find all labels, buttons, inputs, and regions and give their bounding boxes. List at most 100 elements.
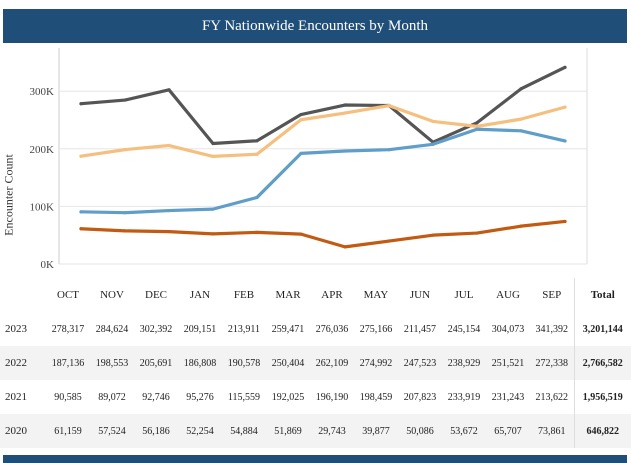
month-header-mar: MAR: [275, 289, 301, 301]
year-cell: 2022: [0, 346, 46, 380]
data-point-2020: [211, 232, 215, 236]
value-cell: 192,025: [271, 391, 305, 403]
value-cell: 245,154: [447, 323, 481, 335]
value-cell: 341,392: [535, 323, 569, 335]
year-cell: 2021: [5, 391, 27, 403]
value-cell: 262,109: [310, 346, 354, 380]
month-header-feb: FEB: [233, 289, 255, 301]
value-cell: 61,159: [46, 414, 90, 448]
year-cell: 2020: [0, 414, 46, 448]
value-cell: 89,072: [98, 391, 126, 403]
value-cell: 233,919: [447, 391, 481, 403]
chart-panel: 0K 100K 200K 300K Encounter Count: [0, 48, 631, 278]
value-cell: 251,521: [486, 346, 530, 380]
value-cell: 39,877: [354, 414, 398, 448]
data-point-2020: [167, 230, 171, 234]
value-cell: 213,622: [535, 391, 569, 403]
value-cell: 247,523: [398, 346, 442, 380]
y-axis-label: Encounter Count: [1, 130, 16, 260]
y-tick-label: 300K: [30, 86, 55, 98]
total-cell: 646,822: [573, 414, 631, 448]
data-point-2023: [167, 88, 171, 92]
value-cell: 278,317: [51, 323, 85, 335]
value-cell: 259,471: [271, 323, 305, 335]
data-point-2020: [343, 245, 347, 249]
value-cell: 53,672: [442, 414, 486, 448]
line-chart: 0K 100K 200K 300K: [30, 48, 588, 271]
data-point-2022: [255, 152, 259, 156]
data-point-2021: [431, 142, 435, 146]
data-point-2021: [343, 149, 347, 153]
data-point-2022: [431, 119, 435, 124]
data-point-2022: [563, 105, 567, 109]
series-line-2023: [79, 65, 567, 146]
value-cell: 196,190: [315, 391, 349, 403]
value-cell: 211,457: [403, 323, 437, 335]
data-point-2023: [79, 102, 83, 106]
table-header-row: OCT NOV DEC JAN FEB MAR APR MAY JUN JUL …: [0, 278, 631, 312]
data-point-2022: [387, 104, 391, 108]
value-cell: 238,929: [442, 346, 486, 380]
value-cell: 304,073: [491, 323, 525, 335]
table-row: 2023 278,317 284,624 302,392 209,151 213,911 2…: [0, 312, 631, 346]
data-point-2020: [475, 231, 479, 235]
data-point-2022: [167, 143, 171, 148]
month-header-may: MAY: [363, 289, 389, 301]
total-cell: 3,201,144: [573, 312, 631, 346]
data-point-2022: [123, 148, 127, 152]
value-cell: 95,276: [186, 391, 214, 403]
total-cell: 1,956,519: [573, 380, 631, 414]
data-point-2020: [79, 227, 83, 231]
data-point-2021: [563, 139, 567, 143]
value-cell: 274,992: [354, 346, 398, 380]
data-point-2021: [123, 211, 127, 215]
data-point-2023: [211, 141, 215, 146]
value-cell: 205,691: [134, 346, 178, 380]
value-cell: 50,086: [398, 414, 442, 448]
value-cell: 272,338: [530, 346, 574, 380]
series-line-2020: [79, 219, 567, 249]
data-point-2022: [79, 154, 83, 158]
data-table: OCT NOV DEC JAN FEB MAR APR MAY JUN JUL …: [0, 278, 631, 448]
value-cell: 250,404: [266, 346, 310, 380]
series-line-2021: [79, 127, 567, 215]
data-point-2020: [123, 229, 127, 233]
data-point-2020: [431, 233, 435, 237]
data-point-2020: [299, 232, 303, 236]
month-header-jul: JUL: [454, 289, 474, 301]
data-point-2020: [519, 224, 523, 228]
total-cell: 2,766,582: [573, 346, 631, 380]
footer-bar: [3, 455, 627, 463]
data-point-2023: [123, 98, 127, 102]
y-tick-label: 200K: [30, 144, 55, 156]
value-cell: 56,186: [134, 414, 178, 448]
value-cell: 284,624: [95, 323, 129, 335]
year-column-header: [0, 278, 46, 312]
month-header-aug: AUG: [496, 289, 520, 301]
data-point-2021: [387, 148, 391, 152]
data-point-2021: [167, 208, 171, 213]
data-point-2021: [211, 207, 215, 211]
value-cell: 231,243: [491, 391, 525, 403]
data-point-2021: [299, 151, 303, 155]
data-point-2023: [299, 112, 303, 117]
data-point-2021: [255, 195, 259, 200]
value-cell: 186,808: [178, 346, 222, 380]
month-header-jun: JUN: [409, 289, 431, 301]
month-header-oct: OCT: [57, 289, 79, 301]
data-point-2023: [519, 87, 523, 91]
year-cell: 2023: [5, 323, 27, 335]
value-cell: 73,861: [530, 414, 574, 448]
data-point-2022: [475, 124, 479, 128]
chart-title: FY Nationwide Encounters by Month: [201, 17, 429, 34]
month-header-dec: DEC: [145, 289, 167, 301]
data-point-2020: [255, 230, 259, 234]
value-cell: 92,746: [142, 391, 170, 403]
value-cell: 302,392: [139, 323, 173, 335]
value-cell: 29,743: [310, 414, 354, 448]
y-axis-label-text: Encounter Count: [1, 154, 16, 236]
value-cell: 207,823: [403, 391, 437, 403]
table-row: 2021 90,585 89,072 92,746 95,276 115,559 192,0…: [0, 380, 631, 414]
value-cell: 51,869: [266, 414, 310, 448]
y-tick-label: 100K: [30, 201, 55, 213]
